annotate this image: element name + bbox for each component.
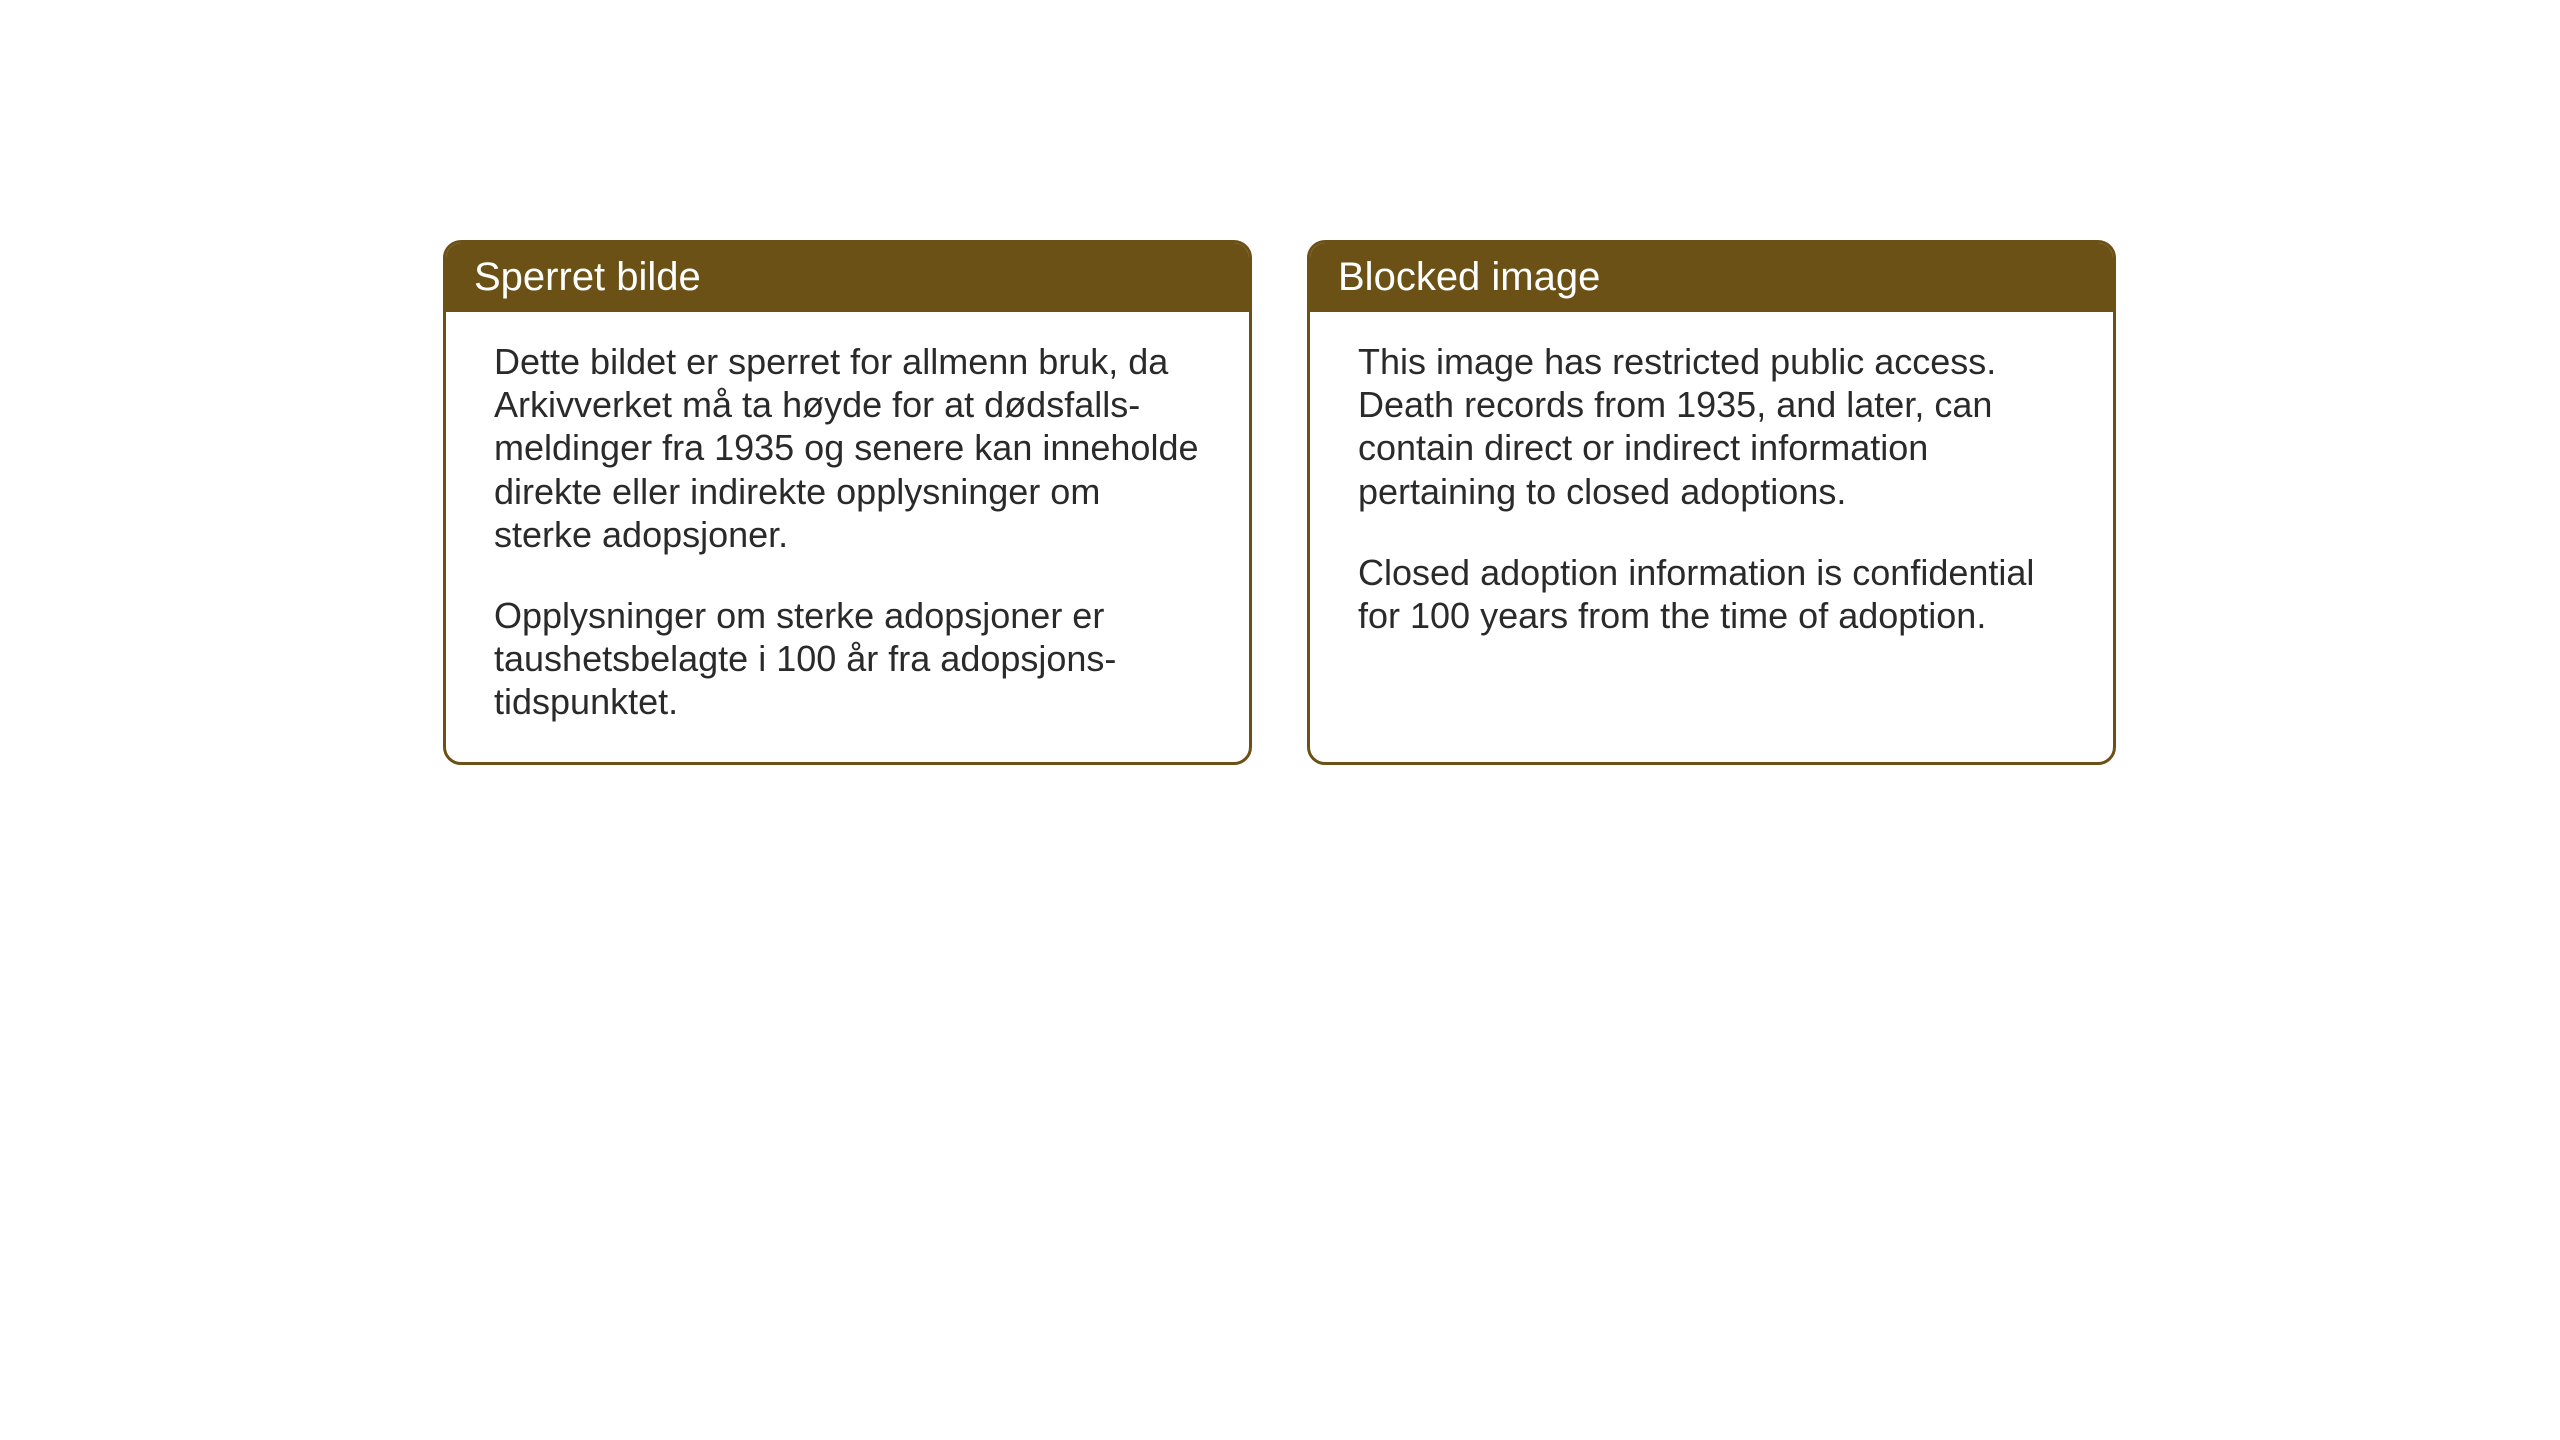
notice-title-english: Blocked image: [1310, 243, 2113, 312]
notice-card-english: Blocked image This image has restricted …: [1307, 240, 2116, 765]
notice-paragraph: This image has restricted public access.…: [1358, 340, 2065, 513]
notice-paragraph: Dette bildet er sperret for allmenn bruk…: [494, 340, 1201, 556]
notice-paragraph: Closed adoption information is confident…: [1358, 551, 2065, 637]
notice-container: Sperret bilde Dette bildet er sperret fo…: [443, 240, 2116, 765]
notice-paragraph: Opplysninger om sterke adopsjoner er tau…: [494, 594, 1201, 724]
notice-title-norwegian: Sperret bilde: [446, 243, 1249, 312]
notice-body-norwegian: Dette bildet er sperret for allmenn bruk…: [446, 312, 1249, 762]
notice-body-english: This image has restricted public access.…: [1310, 312, 2113, 675]
notice-card-norwegian: Sperret bilde Dette bildet er sperret fo…: [443, 240, 1252, 765]
